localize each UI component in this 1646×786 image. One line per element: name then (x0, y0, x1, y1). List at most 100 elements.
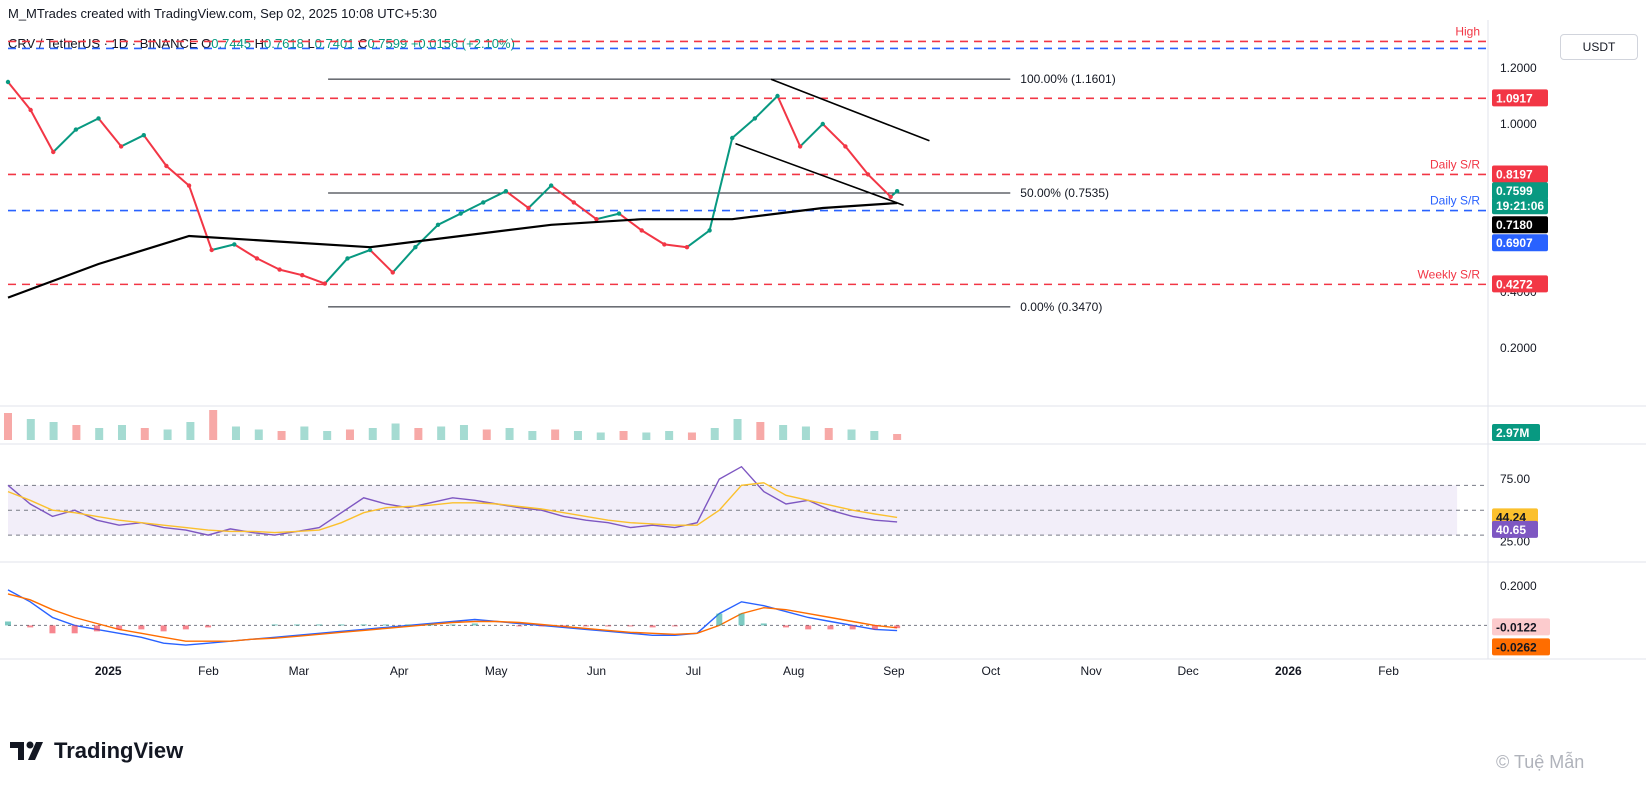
volume-bar (209, 410, 218, 440)
moving-average-line[interactable] (7, 201, 898, 299)
time-axis-tick: Dec (1177, 664, 1198, 678)
macd-histogram-bar (405, 624, 412, 626)
rsi-ma-line[interactable] (7, 482, 898, 534)
macd-histogram-bar (160, 625, 167, 632)
price-segment (369, 249, 394, 274)
volume-bar (642, 432, 651, 440)
volume-bar (505, 428, 514, 440)
price-point (707, 228, 712, 233)
macd-histogram-bar (93, 625, 100, 632)
price-tag-label: 0.8197 (1496, 167, 1533, 181)
volume-bar (687, 432, 696, 440)
time-axis-tick: Jul (686, 664, 701, 678)
macd-tag-label: -0.0262 (1496, 640, 1537, 654)
price-segment (165, 165, 190, 187)
watermark-credit: © Tuệ Mẫn (1496, 752, 1585, 772)
macd-line[interactable] (7, 589, 898, 646)
price-point (526, 205, 531, 211)
price-segment (7, 81, 32, 111)
price-point (843, 144, 848, 149)
price-segment (822, 123, 847, 148)
tradingview-logo-icon (10, 741, 43, 760)
price-segment (731, 117, 756, 139)
volume-bar (254, 429, 263, 440)
price-point (390, 270, 395, 275)
volume-tag (1492, 424, 1540, 441)
volume-bar (186, 422, 195, 440)
macd-histogram-bar (382, 624, 389, 626)
price-point (594, 217, 599, 222)
price-point (888, 194, 893, 199)
price-point (209, 247, 214, 253)
open-label: O (201, 36, 212, 51)
time-axis-tick: Nov (1080, 664, 1101, 678)
volume-bar (140, 428, 149, 440)
price-segment (527, 184, 552, 209)
wedge-upper-trendline[interactable] (770, 78, 930, 142)
macd-tag (1492, 618, 1550, 636)
macd-histogram-bar (894, 625, 901, 629)
time-axis-tick: May (485, 664, 508, 678)
price-segment (505, 190, 530, 209)
time-axis-tick: 2025 (95, 664, 122, 678)
fib-level-label: 100.00% (1.1601) (1020, 72, 1115, 86)
price-point (797, 144, 803, 149)
price-segment (392, 246, 417, 274)
macd-histogram-bar (116, 625, 123, 630)
price-point (141, 133, 146, 138)
chart-area[interactable]: High Daily S/R Daily S/R Weekly S/R 100.00% … (0, 0, 1646, 700)
price-segment (97, 117, 122, 148)
volume-bar (710, 428, 719, 440)
price-segment (437, 212, 462, 226)
volume-bar (756, 422, 765, 440)
macd-histogram-bar (427, 624, 434, 626)
price-point (435, 222, 441, 227)
price-segment (301, 274, 326, 285)
symbol-name[interactable]: CRV / TetherUS · 1D · BINANCE (8, 36, 198, 51)
price-point (300, 273, 305, 278)
sr-level-label: High (1455, 24, 1480, 38)
volume-bar (26, 419, 35, 440)
price-point (51, 149, 56, 155)
price-point (277, 267, 282, 272)
wedge-lower-trendline[interactable] (735, 142, 904, 206)
rsi-line[interactable] (7, 465, 898, 536)
volume-bar (368, 428, 377, 440)
price-segment (686, 229, 711, 249)
price-segment (142, 134, 168, 167)
price-segment (256, 257, 281, 271)
currency-button[interactable]: USDT (1560, 34, 1638, 60)
high-value: 0.7618 (264, 36, 304, 51)
tradingview-logo[interactable]: TradingView (10, 738, 183, 764)
macd-histogram-bar (827, 625, 834, 630)
volume-bar (163, 429, 172, 440)
price-point (639, 228, 644, 233)
price-tag (1492, 89, 1548, 107)
macd-axis-tick: 0.2000 (1500, 579, 1537, 593)
signal-line[interactable] (7, 593, 898, 642)
price-point (232, 242, 237, 247)
volume-bar (801, 426, 810, 440)
macd-histogram-bar (138, 625, 145, 630)
macd-tag-label: -0.0122 (1496, 620, 1537, 634)
symbol-ohlc-legend[interactable]: CRV / TetherUS · 1D · BINANCE O0.7445 H0… (8, 36, 515, 51)
volume-bar (573, 431, 582, 440)
price-segment (324, 257, 349, 285)
price-segment (641, 229, 665, 246)
sr-level-label: Daily S/R (1430, 157, 1480, 171)
price-segment (618, 212, 643, 232)
price-point (775, 93, 780, 99)
price-tag-label: 0.4272 (1496, 277, 1533, 291)
volume-bar (117, 425, 126, 440)
price-segment (52, 128, 77, 153)
high-label: H (254, 36, 265, 51)
price-segment (75, 117, 99, 131)
macd-histogram-bar (760, 623, 767, 626)
fib-level-label: 0.00% (0.3470) (1020, 300, 1102, 314)
macd-histogram-bar (716, 613, 723, 626)
price-tag-label: 19:21:06 (1496, 199, 1544, 213)
macd-histogram-bar (605, 625, 612, 627)
volume-bar (437, 426, 446, 440)
price-point (684, 245, 690, 250)
price-axis-tick: 0.2000 (1500, 341, 1537, 355)
